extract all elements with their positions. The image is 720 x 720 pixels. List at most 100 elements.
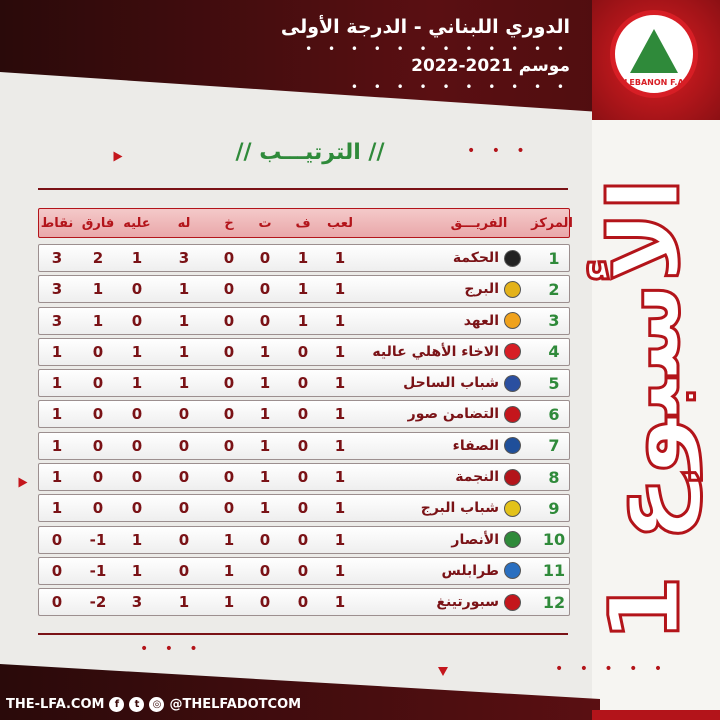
logo-area: LEBANON F.A xyxy=(592,0,720,120)
table-row: 4 الاخاء الأهلي عاليه 1 0 1 0 1 1 0 1 xyxy=(38,337,570,366)
cell-draw: 1 xyxy=(259,374,271,393)
cell-lost: 0 xyxy=(223,436,235,455)
cell-gd: -1 xyxy=(89,561,107,580)
cell-pts: 1 xyxy=(51,342,63,361)
side-panel xyxy=(592,120,720,720)
team: العهد xyxy=(464,308,521,334)
cell-draw: 0 xyxy=(259,561,271,580)
team-name: الصفاء xyxy=(452,437,499,454)
cell-won: 0 xyxy=(297,561,309,580)
team-name: البرج xyxy=(464,281,499,298)
table-row: 2 البرج 1 1 0 0 1 0 1 3 xyxy=(38,275,570,304)
team-badge-icon xyxy=(504,468,521,486)
table-row: 7 الصفاء 1 0 1 0 0 0 0 1 xyxy=(38,431,570,460)
cell-played: 1 xyxy=(334,436,346,455)
team-name: شباب الساحل xyxy=(403,375,499,392)
cell-ga: 1 xyxy=(131,561,143,580)
cell-gf: 0 xyxy=(178,499,190,518)
team: الحكمة xyxy=(453,245,521,271)
cell-draw: 0 xyxy=(259,530,271,549)
facebook-icon[interactable]: f xyxy=(109,697,125,712)
team: طرابلس xyxy=(442,558,521,584)
cell-gf: 1 xyxy=(178,311,190,330)
team-badge-icon xyxy=(504,343,521,361)
table-row: 10 الأنصار 1 0 0 1 0 1 -1 0 xyxy=(38,525,570,554)
cell-won: 1 xyxy=(297,249,309,267)
cell-draw: 0 xyxy=(259,249,271,267)
cell-won: 0 xyxy=(297,530,309,549)
cell-ga: 0 xyxy=(131,436,143,455)
cell-lost: 0 xyxy=(223,405,235,424)
cell-gd: 0 xyxy=(92,374,104,393)
cell-draw: 1 xyxy=(259,468,271,487)
cell-ga: 1 xyxy=(131,249,143,267)
cell-gd: 1 xyxy=(92,280,104,299)
team: شباب الساحل xyxy=(403,370,521,396)
cell-won: 0 xyxy=(297,405,309,424)
team: الصفاء xyxy=(453,433,521,459)
cell-gf: 1 xyxy=(178,374,190,393)
cell-gf: 1 xyxy=(178,593,190,612)
team: النجمة xyxy=(455,464,521,490)
team-name: العهد xyxy=(463,312,499,329)
cell-won: 1 xyxy=(297,280,309,299)
cell-pts: 1 xyxy=(51,499,63,518)
table-header: المركز الفريـــق لعب ف ت خ له عليه فارق … xyxy=(38,208,573,238)
standings-table: المركز الفريـــق لعب ف ت خ له عليه فارق … xyxy=(38,208,573,620)
website-link[interactable]: THE-LFA.COM xyxy=(6,697,105,712)
cell-draw: 1 xyxy=(259,436,271,455)
cell-ga: 1 xyxy=(131,374,143,393)
cell-gd: 0 xyxy=(92,405,104,424)
dots: • • • xyxy=(467,143,531,159)
cell-won: 0 xyxy=(297,499,309,518)
team-badge-icon xyxy=(504,531,521,549)
cell-lost: 0 xyxy=(223,374,235,393)
team: الاخاء الأهلي عاليه xyxy=(372,339,521,365)
cell-played: 1 xyxy=(334,374,346,393)
social-handle[interactable]: @THELFADOTCOM xyxy=(169,697,302,712)
cell-draw: 0 xyxy=(259,311,271,330)
col-pts: نقاط xyxy=(40,215,74,231)
table-row: 9 شباب البرج 1 0 1 0 0 0 0 1 xyxy=(38,494,570,523)
cell-pts: 3 xyxy=(51,311,63,330)
cell-won: 0 xyxy=(297,593,309,612)
league-title: الدوري اللبناني - الدرجة الأولى xyxy=(280,16,570,38)
rank: 11 xyxy=(542,561,566,581)
section-title: // الترتيـــب // xyxy=(235,140,385,165)
team-badge-icon xyxy=(504,499,521,517)
cell-gf: 0 xyxy=(178,405,190,424)
cell-played: 1 xyxy=(334,468,346,487)
team: شباب البرج xyxy=(421,495,521,521)
cell-draw: 1 xyxy=(259,499,271,518)
dots: • • • xyxy=(140,641,204,657)
cell-gd: 2 xyxy=(92,249,104,267)
cell-played: 1 xyxy=(334,405,346,424)
twitter-icon[interactable]: t xyxy=(129,697,145,712)
team-name: التضامن صور xyxy=(407,406,499,423)
cell-ga: 3 xyxy=(131,593,143,612)
col-gd: فارق xyxy=(81,215,115,231)
cell-gd: 0 xyxy=(92,436,104,455)
dots: • • • • • • • • • • xyxy=(350,80,570,94)
col-lost: خ xyxy=(224,215,234,231)
team: التضامن صور xyxy=(408,401,521,427)
dots: • • • • • • • • • • • • xyxy=(305,42,570,56)
col-team: الفريـــق xyxy=(450,215,508,231)
triangle-decor xyxy=(18,477,28,488)
col-played: لعب xyxy=(327,215,353,231)
table-row: 5 شباب الساحل 1 0 1 0 1 1 0 1 xyxy=(38,369,570,398)
cell-pts: 1 xyxy=(51,374,63,393)
cell-draw: 0 xyxy=(259,593,271,612)
cell-pts: 3 xyxy=(51,249,63,267)
cell-won: 0 xyxy=(297,342,309,361)
rank: 4 xyxy=(548,342,560,362)
rank: 7 xyxy=(548,436,560,456)
cell-won: 0 xyxy=(297,436,309,455)
cell-won: 0 xyxy=(297,468,309,487)
dots: • • • • • xyxy=(555,661,669,677)
cell-gf: 1 xyxy=(178,342,190,361)
cell-gf: 0 xyxy=(178,561,190,580)
cell-ga: 0 xyxy=(131,405,143,424)
instagram-icon[interactable]: ◎ xyxy=(149,697,165,712)
team-badge-icon xyxy=(504,280,521,298)
